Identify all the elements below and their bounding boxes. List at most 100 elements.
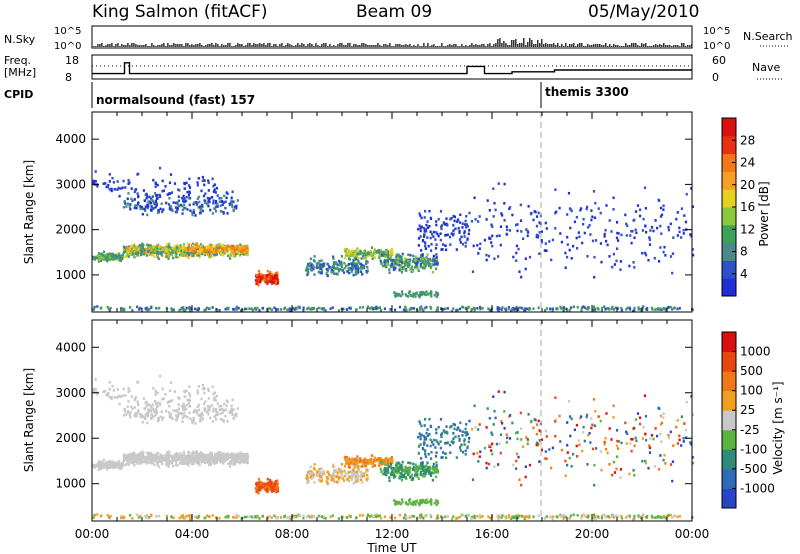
- velocity-cell: [227, 462, 230, 465]
- nsky-bar: [589, 45, 591, 47]
- power-cell: [231, 203, 234, 206]
- velocity-cell: [417, 465, 420, 469]
- power-cell: [167, 245, 170, 248]
- velocity-cell: [131, 407, 134, 411]
- power-cell: [335, 272, 338, 276]
- power-cell: [106, 259, 109, 263]
- nsky-bar: [187, 43, 189, 47]
- nsky-bar: [103, 46, 105, 47]
- velocity-cell: [369, 460, 372, 464]
- velocity-cell: [137, 455, 140, 458]
- power-cell: [393, 291, 396, 294]
- nsky-bar: [669, 45, 671, 47]
- velocity-cell: [187, 402, 190, 405]
- power-cell: [487, 254, 491, 258]
- power-cell: [592, 190, 596, 193]
- power-cell: [216, 250, 219, 254]
- power-cell: [161, 248, 164, 251]
- power-cell: [412, 268, 415, 272]
- power-cell: [164, 185, 167, 188]
- power-cell: [174, 206, 178, 209]
- power-cell: [430, 232, 434, 236]
- power-cell: [222, 211, 225, 214]
- power-cell: [129, 253, 133, 256]
- power-cell: [126, 197, 129, 201]
- power-cell: [108, 173, 111, 176]
- power-cell: [184, 200, 187, 203]
- power-cell: [550, 258, 553, 262]
- velocity-cell: [352, 460, 355, 464]
- nsky-bar: [609, 44, 611, 47]
- power-cell: [486, 199, 489, 202]
- power-cell: [107, 183, 110, 187]
- velocity-cell: [220, 404, 223, 408]
- power-cell: [423, 230, 426, 233]
- power-cell: [352, 261, 355, 265]
- velocity-cell: [192, 419, 196, 422]
- nsky-bar: [389, 43, 391, 47]
- nsky-bar: [179, 44, 181, 47]
- power-cell: [193, 201, 196, 204]
- power-cell: [269, 271, 272, 274]
- power-cell: [123, 200, 126, 204]
- power-cell: [456, 218, 459, 221]
- velocity-cell: [157, 419, 160, 423]
- power-cell: [225, 247, 228, 250]
- nsky-bar: [113, 46, 115, 47]
- velocity-cell: [181, 456, 184, 460]
- nsky-bar: [651, 46, 653, 47]
- power-cell: [442, 308, 445, 311]
- nsky-bar: [681, 43, 683, 47]
- velocity-cell: [335, 469, 338, 472]
- velocity-cell: [198, 461, 201, 465]
- nsky-bar: [371, 45, 373, 47]
- nsky-bar: [311, 44, 313, 47]
- velocity-cell: [419, 467, 422, 471]
- power-cell: [196, 248, 199, 251]
- velocity-cell: [218, 457, 222, 460]
- power-cell: [658, 260, 661, 263]
- power-cell: [392, 258, 395, 262]
- power-cell: [187, 256, 190, 259]
- velocity-cell: [183, 453, 186, 457]
- power-cell: [266, 307, 269, 311]
- velocity-cell: [107, 464, 111, 468]
- nsky-bar: [571, 44, 573, 47]
- power-cell: [327, 267, 330, 271]
- velocity-cell: [180, 404, 183, 408]
- power-cell: [110, 254, 113, 258]
- power-cell: [102, 182, 105, 185]
- power-cell: [258, 309, 261, 312]
- velocity-cell: [355, 470, 358, 473]
- power-cell: [93, 258, 96, 261]
- power-cell: [167, 257, 170, 260]
- power-cell: [178, 308, 181, 312]
- velocity-cell: [160, 410, 163, 414]
- power-cell: [201, 179, 204, 183]
- power-cell: [214, 244, 217, 248]
- velocity-cell: [386, 460, 390, 463]
- power-cell: [212, 190, 215, 193]
- power-cell: [237, 246, 240, 249]
- velocity-cell: [188, 405, 191, 408]
- velocity-cell: [203, 456, 206, 459]
- power-cell: [180, 196, 183, 200]
- power-cell: [320, 269, 324, 273]
- nsky-bar: [279, 44, 281, 47]
- velocity-cell: [336, 471, 339, 474]
- power-cell: [111, 176, 114, 180]
- power-cell: [428, 209, 431, 213]
- power-cell: [227, 306, 230, 310]
- velocity-cell: [159, 415, 162, 419]
- power-cbar-segment: [722, 153, 736, 172]
- power-cell: [538, 231, 541, 234]
- power-cell: [432, 235, 435, 238]
- power-cell: [123, 246, 126, 250]
- nsky-bar: [353, 44, 355, 47]
- power-cell: [383, 258, 386, 262]
- velocity-cell: [197, 460, 200, 464]
- power-cell: [184, 207, 187, 210]
- nsky-bar: [271, 46, 273, 47]
- power-cell: [154, 201, 157, 205]
- power-cell: [243, 246, 246, 249]
